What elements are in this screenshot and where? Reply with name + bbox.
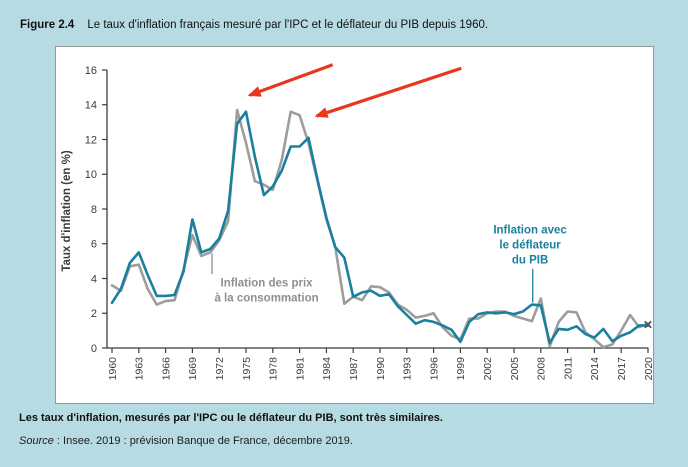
x-tick-label: 1975 [241,357,253,381]
inflation-line-chart: 0 2 4 6 8 10 12 14 16 1960 1963 1966 1669 1972 1975 197… [61,63,653,381]
x-tick-label: 1981 [294,357,306,381]
figure-title: Figure 2.4 Le taux d'inflation français m… [20,19,488,31]
x-tick-label: 1984 [321,357,333,381]
y-tick-label: 14 [85,100,97,112]
x-tick-label: 1966 [160,357,172,381]
y-tick-label: 10 [85,169,97,181]
y-tick-label: 8 [91,204,97,216]
y-tick-label: 12 [85,134,97,146]
figure-title-text: Le taux d'inflation français mesuré par … [87,19,489,31]
x-tick-label: 1963 [134,357,146,381]
y-tick-label: 0 [91,343,97,355]
chart-panel: 0 2 4 6 8 10 12 14 16 1960 1963 1966 1669 1972 1975 197… [55,46,654,404]
arrow-peak-1974 [247,63,334,97]
y-tick-label: 4 [91,273,97,285]
figure-caption: Les taux d'inflation, mesurés par l'IPC … [19,412,443,424]
source-text: : Insee. 2019 : prévision Banque de Fran… [53,435,353,447]
x-tick-label: 1999 [455,357,467,381]
x-tick-label: 2020 [643,357,653,381]
x-tick-label: 1960 [107,357,119,381]
y-tick-label: 16 [85,65,97,77]
x-tick-label: 1978 [268,357,280,381]
deflator-annotation-text: du PIB [512,254,548,266]
x-tick-label: 2011 [562,357,574,380]
x-tick-label: 1990 [375,357,387,381]
x-tick-label: 1669 [187,357,199,381]
figure-number: Figure 2.4 [20,19,75,31]
axes [106,70,649,349]
x-tick-label: 2017 [616,357,628,381]
x-tick-label: 1993 [402,357,414,381]
deflator-annotation-text: le déflateur [499,239,561,251]
x-tick-label: 2002 [482,357,494,381]
source-line: Source : Insee. 2019 : prévision Banque … [19,435,353,447]
deflator-line [110,110,650,345]
arrow-peak-1981 [314,66,462,118]
x-tick-label: 2005 [509,357,521,381]
cpi-line [110,108,650,349]
series-end-marker [644,320,652,329]
cpi-annotation-text: Inflation des prix [221,277,314,289]
source-label: Source [19,435,54,447]
x-tick-label: 2008 [536,357,548,381]
x-tick-label: 1996 [428,357,440,381]
deflator-annotation-text: Inflation avec [493,224,567,236]
x-tick-label: 1972 [214,357,226,381]
y-tick-label: 6 [91,239,97,251]
x-tick-label: 2014 [589,357,601,381]
x-tick-label: 1987 [348,357,360,381]
cpi-annotation-text: à la consommation [214,292,318,304]
y-axis-label: Taux d'inflation (en %) [61,150,73,272]
y-tick-label: 2 [91,308,97,320]
